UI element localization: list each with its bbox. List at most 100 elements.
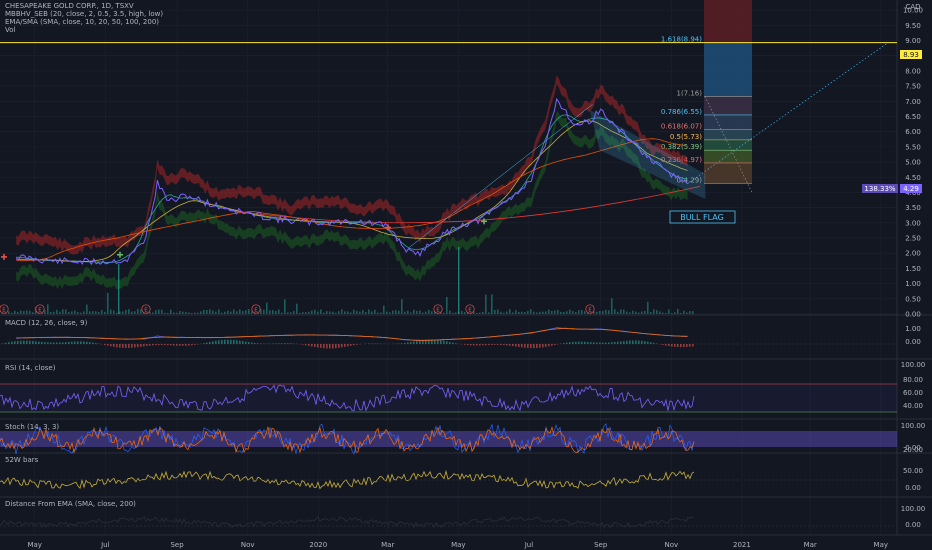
- macd-histogram-bar: [608, 342, 610, 344]
- volume-bar: [218, 309, 220, 314]
- volume-bar: [596, 311, 598, 314]
- last-price-badge: 4.29: [903, 185, 919, 193]
- volume-bar: [494, 309, 496, 314]
- volume-bar: [365, 312, 367, 314]
- volume-bar: [662, 312, 664, 314]
- macd-histogram-bar: [554, 344, 556, 345]
- macd-histogram-bar: [206, 342, 208, 344]
- stoch-title[interactable]: Stoch (14, 3, 3): [5, 423, 60, 431]
- volume-bar: [674, 312, 676, 314]
- macd-histogram-bar: [155, 344, 157, 346]
- volume-bar: [521, 311, 523, 314]
- indicator-ma[interactable]: EMA/SMA (SMA, close, 10, 20, 50, 100, 20…: [5, 18, 160, 26]
- volume-bar: [116, 312, 118, 314]
- target-zone-blue: [704, 42, 752, 97]
- dist-title[interactable]: Distance From EMA (SMA, close, 200): [5, 500, 136, 508]
- volume-bar: [638, 312, 640, 314]
- macd-histogram-bar: [248, 342, 250, 344]
- volume-bar: [665, 312, 667, 314]
- volume-bar: [452, 312, 454, 314]
- target-price-badge-bg: [900, 50, 922, 59]
- volume-bar: [80, 312, 82, 314]
- w52-pane: [0, 469, 897, 490]
- macd-histogram-bar: [536, 344, 538, 348]
- price-tick-label: 3.00: [905, 219, 921, 227]
- macd-histogram-bar: [23, 340, 25, 344]
- volume-bar: [77, 312, 79, 314]
- volume-bar: [335, 312, 337, 314]
- price-tick-label: 9.00: [905, 37, 921, 45]
- macd-histogram-bar: [305, 344, 307, 346]
- macd-histogram-bar: [50, 342, 52, 344]
- macd-histogram-bar: [644, 341, 646, 344]
- price-tick-label: 4.50: [905, 174, 921, 182]
- volume-bar: [593, 311, 595, 314]
- rsi-band: [0, 384, 897, 412]
- fib-label: 0(4.29): [676, 177, 702, 185]
- macd-histogram-bar: [476, 344, 478, 346]
- w52-title[interactable]: 52W bars: [5, 456, 39, 464]
- indicator-bb[interactable]: MBBHV_SEB (20, close, 2, 0.5, 3.5, high,…: [5, 10, 164, 18]
- time-tick-label: 2020: [309, 541, 327, 549]
- macd-histogram-bar: [260, 343, 262, 344]
- volume-bars: [2, 247, 694, 314]
- volume-bar: [140, 309, 142, 314]
- grid-lines: [0, 0, 897, 534]
- volume-bar: [344, 311, 346, 314]
- macd-histogram-bar: [602, 342, 604, 344]
- volume-bar: [29, 310, 31, 314]
- macd-histogram-bar: [416, 340, 418, 344]
- volume-bar: [155, 310, 157, 314]
- volume-spike: [118, 264, 120, 314]
- macd-histogram-bar: [593, 342, 595, 344]
- bull-flag-label-box: [669, 210, 736, 224]
- volume-spike: [458, 247, 460, 314]
- macd-histogram-bar: [632, 340, 634, 344]
- volume-bar: [356, 310, 358, 314]
- volume-bar: [104, 311, 106, 314]
- volume-bar: [182, 311, 184, 314]
- macd-histogram-bar: [350, 344, 352, 346]
- macd-histogram-bar: [332, 344, 334, 349]
- macd-histogram-bar: [20, 340, 22, 344]
- volume-bar: [479, 312, 481, 314]
- price-tick-label: 2.00: [905, 250, 921, 258]
- volume-bar: [509, 309, 511, 314]
- volume-bar: [428, 309, 430, 314]
- ma-slow: [16, 138, 688, 262]
- volume-bar: [5, 312, 7, 314]
- macd-histogram-bar: [68, 341, 70, 344]
- currency-label: CAD: [905, 3, 920, 11]
- macd-title[interactable]: MACD (12, 26, close, 9): [5, 319, 88, 327]
- volume-bar: [485, 294, 487, 314]
- volume-bar: [302, 312, 304, 314]
- volume-bar: [362, 310, 364, 314]
- macd-histogram-bar: [170, 344, 172, 346]
- target-zone-above: [704, 0, 752, 43]
- volume-bar: [683, 310, 685, 314]
- macd-histogram-bar: [161, 344, 163, 346]
- target-projection-box: [0, 0, 897, 193]
- indicator-vol[interactable]: Vol: [5, 26, 16, 34]
- fib-zone: [704, 129, 752, 140]
- macd-histogram-bar: [80, 341, 82, 344]
- macd-histogram-bar: [527, 344, 529, 348]
- macd-histogram-bar: [317, 344, 319, 348]
- symbol-title[interactable]: CHESAPEAKE GOLD CORP., 1D, TSXV: [5, 2, 134, 10]
- price-tick-label: 1.00: [905, 280, 921, 288]
- volume-bar: [368, 309, 370, 314]
- fib-label: 0.786(6.55): [661, 108, 702, 116]
- macd-histogram-bar: [404, 342, 406, 344]
- time-tick-label: May: [27, 541, 41, 549]
- pane-tick-label: 0.00: [905, 338, 921, 346]
- earnings-marker: [251, 304, 261, 314]
- flagpole-line: [409, 104, 593, 248]
- rsi-title[interactable]: RSI (14, close): [5, 364, 56, 372]
- volume-bar: [527, 310, 529, 314]
- volume-bar: [398, 310, 400, 314]
- pane-tick-label: 1.00: [905, 325, 921, 333]
- volume-bar: [296, 303, 298, 314]
- time-axis[interactable]: May Jul Sep Nov 2020 Mar May Jul Sep Nov 2021 Mar Ma…: [27, 541, 888, 549]
- pane-tick-label: 40.00: [903, 402, 923, 410]
